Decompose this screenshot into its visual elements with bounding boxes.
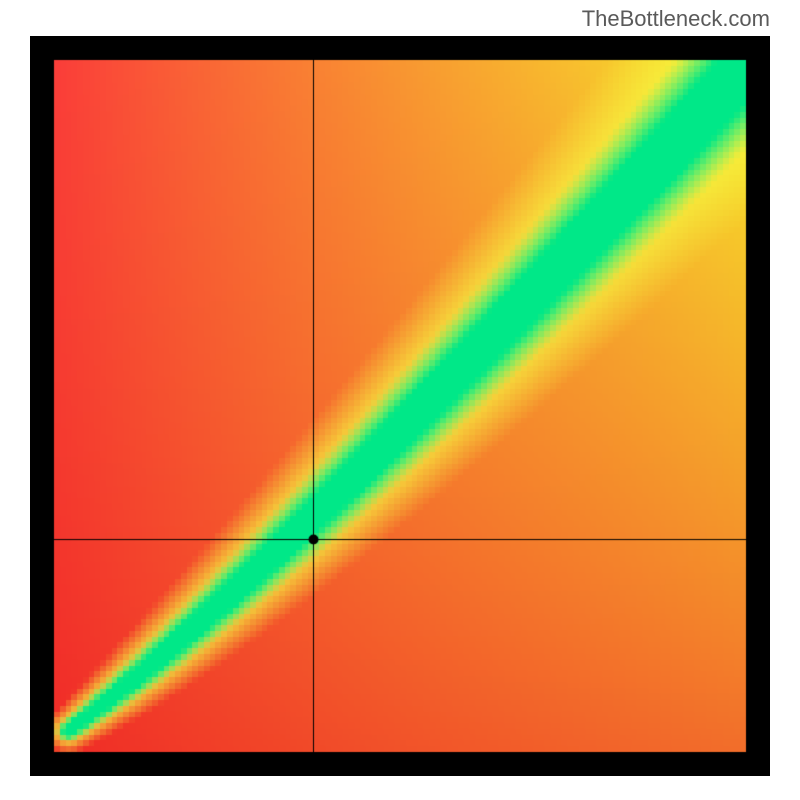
- watermark-text: TheBottleneck.com: [582, 6, 770, 32]
- heatmap-canvas: [30, 36, 770, 776]
- bottleneck-heatmap: [30, 36, 770, 776]
